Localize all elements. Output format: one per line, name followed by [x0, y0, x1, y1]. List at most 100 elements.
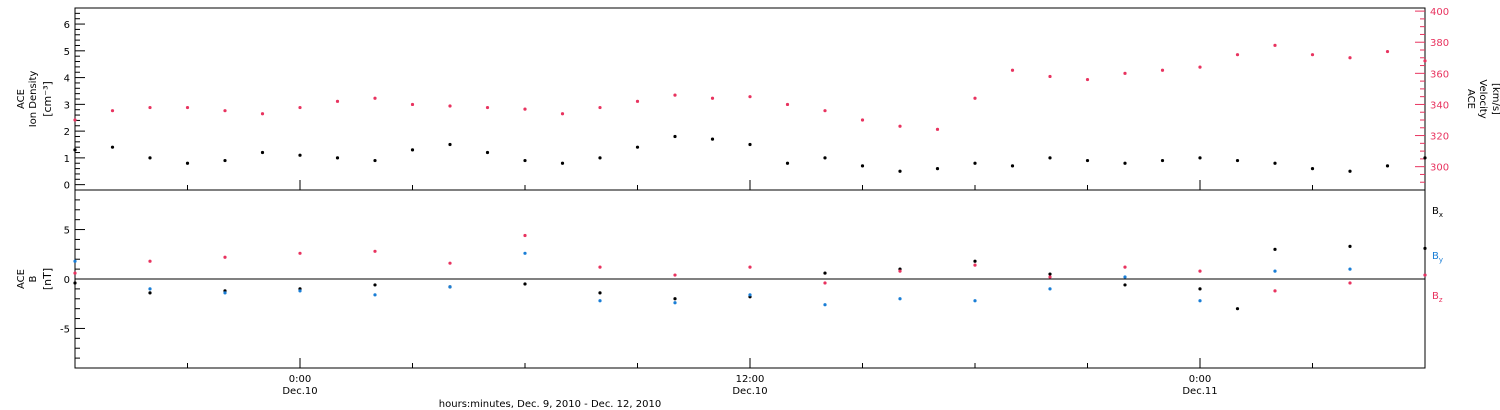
legend-label-bz: Bz	[1432, 291, 1443, 304]
velocity-point	[523, 107, 527, 111]
velocity-point	[710, 96, 715, 100]
velocity-point	[485, 105, 490, 110]
velocity-point	[1010, 68, 1015, 72]
top-left-ylabel-line2: Ion Density	[28, 71, 39, 128]
by-point	[1198, 299, 1202, 303]
top-right-ylabel-line2: Velocity	[1477, 79, 1488, 118]
bottom-left-ylabel-line1: ACE	[16, 269, 27, 289]
density-point	[223, 158, 227, 163]
bx-point	[823, 271, 827, 275]
density-point	[860, 164, 865, 168]
bz-point	[1273, 289, 1277, 293]
top-left-yunit: [cm⁻³]	[41, 81, 54, 117]
by-point	[898, 297, 902, 301]
velocity-point	[1048, 74, 1052, 79]
velocity-point	[1310, 53, 1315, 57]
velocity-point	[373, 96, 377, 100]
velocity-point	[1348, 56, 1352, 60]
top-right-tick-label: 360	[1430, 69, 1449, 80]
bx-point	[973, 259, 977, 263]
velocity-point	[410, 102, 415, 107]
bottom-left-tick-label: 5	[64, 226, 70, 237]
bz-point	[1123, 265, 1127, 269]
bx-point	[673, 297, 677, 301]
top-left-tick-label: 1	[64, 154, 70, 165]
density-point	[410, 148, 415, 152]
velocity-point	[785, 102, 790, 107]
velocity-point	[73, 118, 77, 122]
bz-point	[73, 271, 77, 275]
density-point	[1235, 158, 1240, 163]
by-point	[373, 293, 377, 297]
density-point	[298, 153, 302, 157]
velocity-point	[635, 99, 640, 103]
bx-point	[1123, 283, 1127, 287]
velocity-point	[1235, 53, 1240, 57]
density-point	[1048, 156, 1052, 160]
top-right-yunit: [km/s]	[1490, 83, 1500, 115]
bx-point	[1198, 287, 1202, 291]
top-right-tick-label: 320	[1430, 132, 1449, 143]
velocity-point	[1123, 71, 1127, 75]
velocity-point	[898, 124, 902, 128]
density-point	[485, 150, 490, 155]
density-point	[898, 169, 902, 173]
bz-point	[1048, 275, 1052, 279]
density-point	[823, 156, 827, 160]
top-left-ylabel-line1: ACE	[16, 89, 27, 109]
by-point	[1348, 267, 1352, 271]
velocity-point	[748, 95, 752, 99]
density-point	[448, 142, 452, 147]
velocity-point	[1085, 77, 1090, 82]
bz-point	[898, 269, 902, 273]
top-left-tick-label: 0	[64, 181, 70, 192]
bz-point	[223, 255, 227, 259]
density-point	[1085, 158, 1090, 163]
density-point	[1310, 166, 1315, 171]
top-left-axis: 0 1 2 3 4 5 6	[64, 12, 85, 192]
velocity-point	[298, 105, 302, 110]
by-point	[1123, 275, 1127, 279]
legend: Bx By Bz	[1432, 206, 1443, 304]
x-tick-time-label: 12:00	[736, 374, 765, 385]
velocity-point	[185, 105, 190, 110]
bx-point	[148, 291, 152, 295]
x-axis: 0:00Dec.1012:00Dec.100:00Dec.1112:00Dec.…	[74, 180, 1426, 397]
top-left-tick-label: 4	[64, 74, 70, 85]
bottom-left-ylabel-line2: B	[28, 275, 39, 282]
velocity-point	[673, 93, 677, 97]
velocity-point	[1160, 68, 1165, 72]
velocity-point	[860, 118, 865, 122]
density-point	[673, 134, 677, 139]
legend-label-bx: Bx	[1432, 206, 1443, 219]
by-point	[748, 293, 752, 297]
density-point	[1010, 164, 1015, 168]
bottom-left-tick-label: -5	[60, 324, 70, 335]
x-axis-title: hours:minutes, Dec. 9, 2010 - Dec. 12, 2…	[439, 399, 661, 410]
top-right-axis: 300 320 340 360 380 400	[1415, 7, 1449, 183]
bottom-left-yunit: [nT]	[41, 268, 54, 290]
bz-point	[298, 251, 302, 255]
by-point	[523, 251, 527, 255]
density-point	[1160, 158, 1165, 163]
density-point	[1423, 156, 1427, 160]
x-tick-time-label: 0:00	[1189, 374, 1211, 385]
by-point	[598, 299, 602, 303]
velocity-point	[973, 96, 977, 100]
density-point	[373, 158, 377, 163]
bz-point	[673, 273, 677, 277]
by-point	[823, 303, 827, 307]
bz-point	[148, 259, 152, 263]
top-right-tick-label: 340	[1430, 100, 1449, 111]
bz-point	[1423, 273, 1427, 277]
velocity-point	[823, 109, 827, 113]
top-left-tick-label: 3	[64, 100, 70, 111]
velocity-point	[935, 127, 940, 131]
density-point	[785, 161, 790, 165]
by-point	[673, 301, 677, 305]
density-point	[973, 161, 977, 165]
bz-point	[373, 249, 377, 253]
velocity-point	[223, 109, 227, 113]
